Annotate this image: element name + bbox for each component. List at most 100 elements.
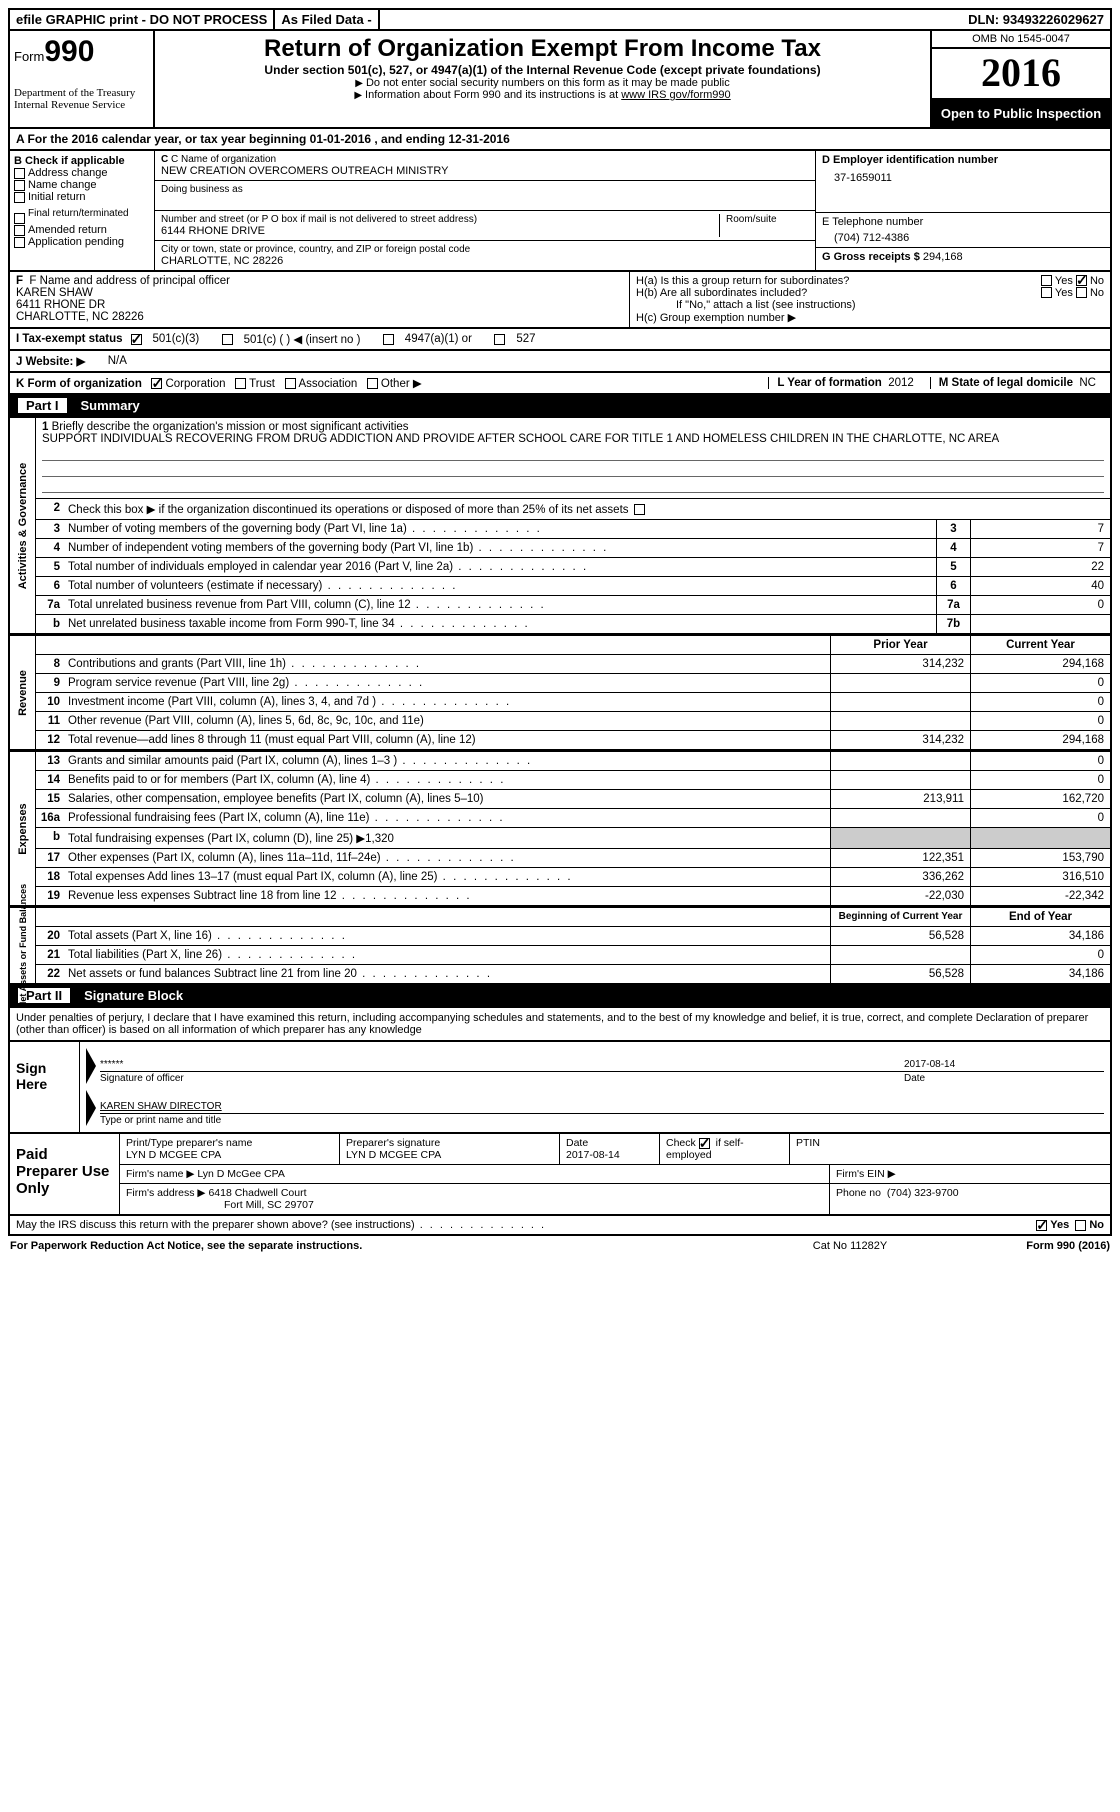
ein-value: 37-1659011 <box>834 172 1104 184</box>
col-headers-rev: Prior Year Current Year <box>36 636 1110 655</box>
as-filed: As Filed Data - <box>275 10 379 29</box>
addr-cell: Number and street (or P O box if mail is… <box>155 211 815 241</box>
f-h-block: F F Name and address of principal office… <box>8 272 1112 329</box>
col-deg: D Employer identification number 37-1659… <box>815 151 1110 270</box>
phone-cell: E Telephone number (704) 712-4386 <box>816 213 1110 248</box>
line-b: b Total fundraising expenses (Part IX, c… <box>36 828 1110 849</box>
vtab-governance: Activities & Governance <box>10 418 36 633</box>
form-header: Form990 Department of the Treasury Inter… <box>8 31 1112 129</box>
note-instructions: Information about Form 990 and its instr… <box>163 89 922 101</box>
col-b-label: B Check if applicable <box>14 155 150 167</box>
org-address: 6144 RHONE DRIVE <box>161 225 719 237</box>
sign-here-label: Sign Here <box>10 1042 80 1132</box>
line-17: 17 Other expenses (Part IX, column (A), … <box>36 849 1110 868</box>
note-ssn: Do not enter social security numbers on … <box>163 77 922 89</box>
line-15: 15 Salaries, other compensation, employe… <box>36 790 1110 809</box>
line-9: 9 Program service revenue (Part VIII, li… <box>36 674 1110 693</box>
chk-ha-no[interactable] <box>1076 275 1087 286</box>
chk-501c[interactable] <box>222 334 233 345</box>
section-net-assets: Net Assets or Fund Balances Beginning of… <box>8 907 1112 985</box>
line-19: 19 Revenue less expenses Subtract line 1… <box>36 887 1110 905</box>
efile-notice: efile GRAPHIC print - DO NOT PROCESS <box>10 10 275 29</box>
perjury-declaration: Under penalties of perjury, I declare th… <box>8 1008 1112 1042</box>
page-footer: For Paperwork Reduction Act Notice, see … <box>8 1236 1112 1252</box>
chk-app-pending[interactable]: Application pending <box>14 236 150 248</box>
chk-address-change[interactable]: Address change <box>14 167 150 179</box>
chk-corp[interactable] <box>151 378 162 389</box>
section-governance: Activities & Governance 1 Briefly descri… <box>8 418 1112 635</box>
chk-trust[interactable] <box>235 378 246 389</box>
mission-block: 1 Briefly describe the organization's mi… <box>36 418 1110 499</box>
line-12: 12 Total revenue—add lines 8 through 11 … <box>36 731 1110 749</box>
chk-501c3[interactable] <box>131 334 142 345</box>
header-left: Form990 Department of the Treasury Inter… <box>10 31 155 127</box>
sign-arrow-icon <box>86 1048 96 1084</box>
dln: DLN: 93493226029627 <box>962 10 1110 29</box>
line-14: 14 Benefits paid to or for members (Part… <box>36 771 1110 790</box>
ein-cell: D Employer identification number 37-1659… <box>816 151 1110 213</box>
form-number: Form990 <box>14 35 149 69</box>
col-b-checkboxes: B Check if applicable Address change Nam… <box>10 151 155 270</box>
line-16a: 16a Professional fundraising fees (Part … <box>36 809 1110 828</box>
line-13: 13 Grants and similar amounts paid (Part… <box>36 752 1110 771</box>
paid-preparer-label: Paid Preparer Use Only <box>10 1134 120 1214</box>
section-revenue: Revenue Prior Year Current Year 8 Contri… <box>8 635 1112 751</box>
paid-preparer-block: Paid Preparer Use Only Print/Type prepar… <box>8 1134 1112 1216</box>
org-name: NEW CREATION OVERCOMERS OUTREACH MINISTR… <box>161 165 809 177</box>
phone-value: (704) 712-4386 <box>834 232 1104 244</box>
line-3: 3 Number of voting members of the govern… <box>36 520 1110 539</box>
line-b: b Net unrelated business taxable income … <box>36 615 1110 633</box>
chk-name-change[interactable]: Name change <box>14 179 150 191</box>
chk-initial-return[interactable]: Initial return <box>14 191 150 203</box>
vtab-net-assets: Net Assets or Fund Balances <box>10 908 36 983</box>
chk-assoc[interactable] <box>285 378 296 389</box>
chk-4947[interactable] <box>383 334 394 345</box>
vtab-expenses: Expenses <box>10 752 36 905</box>
org-form-row: K Form of organization Corporation Trust… <box>8 373 1112 395</box>
line-11: 11 Other revenue (Part VIII, column (A),… <box>36 712 1110 731</box>
form-subtitle: Under section 501(c), 527, or 4947(a)(1)… <box>163 63 922 77</box>
chk-hb-yes[interactable] <box>1041 287 1052 298</box>
chk-ha-yes[interactable] <box>1041 275 1052 286</box>
chk-527[interactable] <box>494 334 505 345</box>
line-8: 8 Contributions and grants (Part VIII, l… <box>36 655 1110 674</box>
line-18: 18 Total expenses Add lines 13–17 (must … <box>36 868 1110 887</box>
chk-final-return[interactable]: Final return/terminated <box>14 203 150 224</box>
chk-discontinued[interactable] <box>634 504 645 515</box>
line-10: 10 Investment income (Part VIII, column … <box>36 693 1110 712</box>
website-row: J Website: ▶ N/A <box>8 351 1112 373</box>
header-mid: Return of Organization Exempt From Incom… <box>155 31 930 127</box>
line-20: 20 Total assets (Part X, line 16) 56,528… <box>36 927 1110 946</box>
open-inspection: Open to Public Inspection <box>932 100 1110 127</box>
irs-link[interactable]: www IRS gov/form990 <box>621 89 730 101</box>
gross-receipts: G Gross receipts $ 294,168 <box>816 248 1110 266</box>
chk-discuss-no[interactable] <box>1075 1220 1086 1231</box>
col-c-org: C C Name of organization NEW CREATION OV… <box>155 151 815 270</box>
city-cell: City or town, state or province, country… <box>155 241 815 270</box>
sign-here-block: Sign Here ******2017-08-14 Signature of … <box>8 1042 1112 1134</box>
part-1-header: Part I Summary <box>8 395 1112 418</box>
chk-hb-no[interactable] <box>1076 287 1087 298</box>
form-title: Return of Organization Exempt From Incom… <box>163 35 922 63</box>
mission-text: SUPPORT INDIVIDUALS RECOVERING FROM DRUG… <box>42 433 999 445</box>
header-right: OMB No 1545-0047 2016 Open to Public Ins… <box>930 31 1110 127</box>
vtab-revenue: Revenue <box>10 636 36 749</box>
discuss-row: May the IRS discuss this return with the… <box>8 1216 1112 1236</box>
line-7a: 7a Total unrelated business revenue from… <box>36 596 1110 615</box>
col-headers-net: Beginning of Current Year End of Year <box>36 908 1110 927</box>
line-22: 22 Net assets or fund balances Subtract … <box>36 965 1110 983</box>
org-name-cell: C C Name of organization NEW CREATION OV… <box>155 151 815 181</box>
group-return: H(a) Is this a group return for subordin… <box>630 272 1110 327</box>
line-5: 5 Total number of individuals employed i… <box>36 558 1110 577</box>
tax-exempt-status: I Tax-exempt status 501(c)(3) 501(c) ( )… <box>8 329 1112 351</box>
chk-discuss-yes[interactable] <box>1036 1220 1047 1231</box>
principal-officer: F F Name and address of principal office… <box>10 272 630 327</box>
sign-arrow-icon-2 <box>86 1090 96 1126</box>
chk-amended[interactable]: Amended return <box>14 224 150 236</box>
row-a-tax-year: A For the 2016 calendar year, or tax yea… <box>8 129 1112 151</box>
line-2: 2 Check this box ▶ if the organization d… <box>36 499 1110 520</box>
chk-self-employed[interactable] <box>699 1138 710 1149</box>
org-info-block: B Check if applicable Address change Nam… <box>8 151 1112 272</box>
line-6: 6 Total number of volunteers (estimate i… <box>36 577 1110 596</box>
chk-other[interactable] <box>367 378 378 389</box>
